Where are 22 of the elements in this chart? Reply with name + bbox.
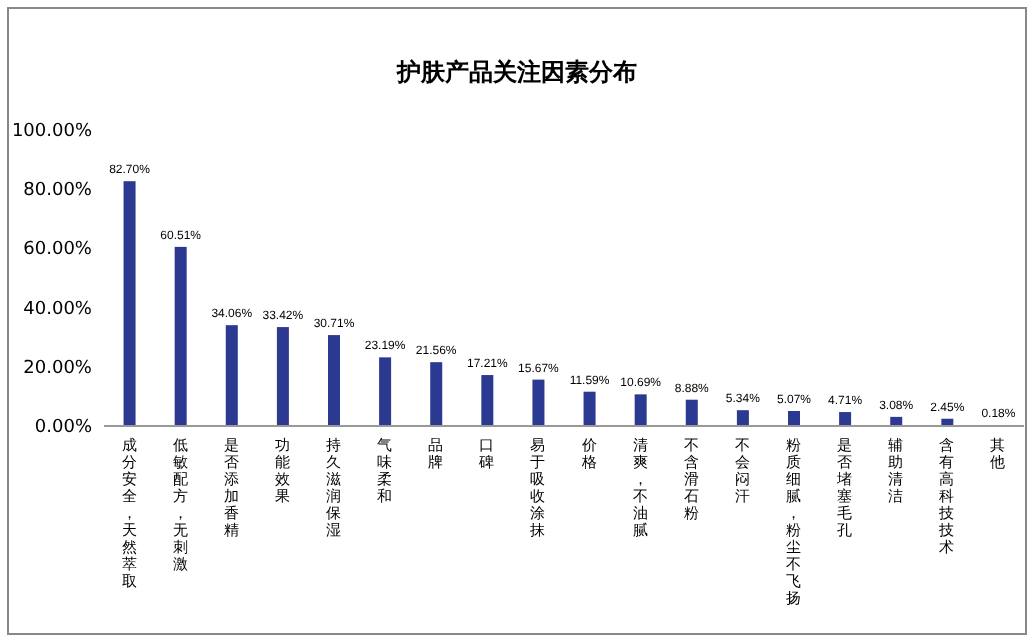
bar	[839, 412, 852, 426]
bar	[174, 246, 187, 426]
bar	[685, 399, 698, 426]
bar	[123, 181, 136, 426]
y-tick-label: 20.00%	[23, 358, 93, 379]
bar	[430, 362, 443, 426]
bar	[634, 394, 647, 426]
chart-title: 护肤产品关注因素分布	[395, 58, 637, 86]
bar	[532, 379, 545, 426]
bar	[225, 325, 238, 426]
bar	[379, 357, 392, 426]
y-tick-label: 40.00%	[23, 299, 93, 320]
y-tick-label: 80.00%	[23, 181, 93, 202]
y-tick-label: 60.00%	[23, 240, 93, 261]
bar	[736, 410, 749, 426]
bar	[276, 327, 289, 426]
bar	[583, 391, 596, 426]
y-tick-label: 100.00%	[11, 122, 93, 142]
bar	[328, 335, 340, 426]
bar	[481, 375, 494, 426]
bar	[788, 410, 800, 426]
y-tick-label: 0.00%	[34, 418, 93, 438]
